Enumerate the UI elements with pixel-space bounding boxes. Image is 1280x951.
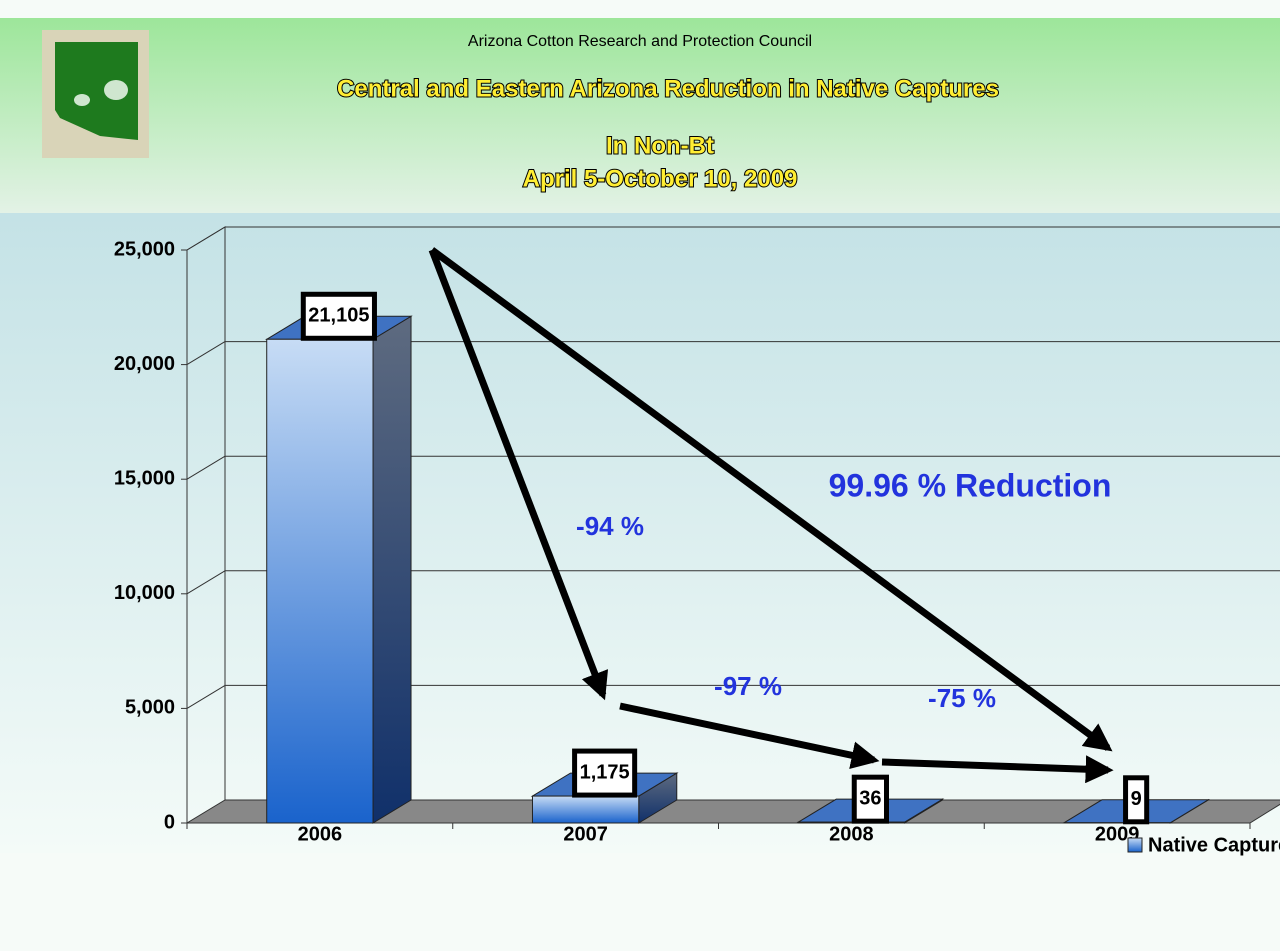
plot-band: [0, 213, 1280, 853]
logo: [42, 30, 149, 158]
y-tick-label: 15,000: [114, 467, 175, 489]
annotation: 99.96 % Reduction: [829, 467, 1112, 503]
data-label-box: [1123, 775, 1150, 825]
y-tick-label: 25,000: [114, 238, 175, 260]
data-label-box: [572, 748, 638, 798]
subtitle: April 5-October 10, 2009: [523, 165, 798, 192]
y-tick-label: 10,000: [114, 582, 175, 604]
grid-diagonal: [186, 455, 226, 480]
subtitle: In Non-Bt: [606, 132, 714, 159]
arrows: [428, 247, 1114, 784]
bar: [266, 338, 374, 824]
bar-side: [372, 315, 412, 824]
grid-diagonal: [186, 570, 226, 595]
data-label-box: [300, 291, 377, 341]
annotation: -94 %: [576, 511, 644, 541]
data-label-box: [851, 774, 889, 824]
x-tick-label: 2008: [829, 823, 874, 845]
header: Arizona Cotton Research and Protection C…: [468, 33, 812, 50]
y-tick-label: 20,000: [114, 353, 175, 375]
overlay: -94 % 99.96 % Reduction -97 % -75 % 21,1…: [300, 247, 1150, 825]
grid-diagonal: [186, 226, 226, 251]
x-tick-label: 2007: [563, 823, 608, 845]
chart-title: Central and Eastern Arizona Reduction in…: [337, 75, 999, 102]
y-tick-label: 0: [164, 811, 175, 833]
header-band: [0, 18, 1280, 213]
grid-diagonal: [186, 684, 226, 709]
bar: [797, 821, 906, 824]
legend-label: Native Captures: [1148, 834, 1280, 856]
legend-swatch: [1127, 837, 1143, 853]
data-label: 1,175: [580, 761, 630, 783]
x-tick-label: 2006: [298, 823, 343, 845]
bar: [531, 795, 640, 824]
data-label: 36: [859, 787, 881, 809]
annotation: -75 %: [928, 683, 996, 713]
annotation: -97 %: [714, 671, 782, 701]
y-tick-label: 5,000: [125, 697, 175, 719]
grid-diagonal: [186, 341, 226, 366]
data-label: 21,105: [308, 305, 369, 327]
data-label: 9: [1131, 788, 1142, 810]
